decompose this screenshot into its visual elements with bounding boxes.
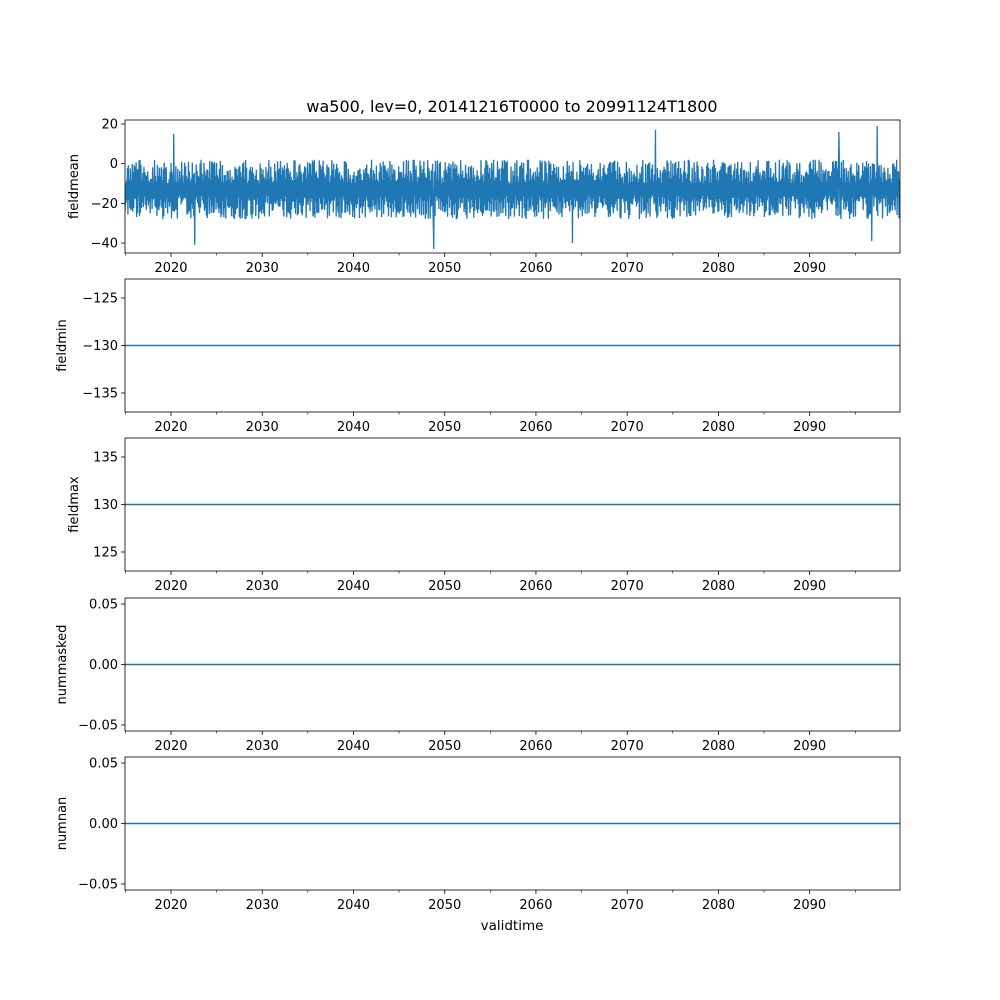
y-tick-label: 125	[93, 546, 118, 561]
y-tick-label: −40	[91, 237, 118, 252]
y-tick-label: −20	[91, 197, 118, 212]
x-tick-label: 2060	[519, 261, 552, 276]
x-tick-label: 2070	[611, 739, 644, 754]
x-tick-label: 2090	[793, 261, 826, 276]
y-tick-label: 0.00	[89, 658, 118, 673]
x-tick-label: 2030	[246, 739, 279, 754]
y-tick-label: 135	[93, 451, 118, 466]
x-tick-label: 2080	[702, 579, 735, 594]
x-tick-label: 2090	[793, 579, 826, 594]
x-tick-label: 2080	[702, 261, 735, 276]
y-tick-label: 0.05	[89, 598, 118, 613]
subplot-nummasked: 2020 2030 2040 2050 2060 2070 2080 2090 0.05 0.00…	[55, 598, 901, 754]
x-tick-label: 2040	[337, 261, 370, 276]
x-tick-label: 2030	[246, 261, 279, 276]
x-tick-label: 2020	[154, 420, 187, 435]
x-tick-label: 2050	[428, 579, 461, 594]
y-axis-label: numnan	[55, 797, 70, 851]
y-axis-label: nummasked	[55, 625, 70, 705]
x-tick-label: 2070	[611, 898, 644, 913]
x-tick-label: 2040	[337, 579, 370, 594]
y-tick-label: 130	[93, 498, 118, 513]
subplots: 2020 2030 2040 2050 2060 2070 2080 2090 20 0 −20 −4…	[55, 117, 901, 913]
x-tick-label: 2060	[519, 739, 552, 754]
x-tick-label: 2090	[793, 420, 826, 435]
axes-frame	[124, 119, 901, 254]
x-tick-label: 2030	[246, 420, 279, 435]
y-axis-label: fieldmin	[55, 319, 70, 372]
x-tick-label: 2090	[793, 898, 826, 913]
x-tick-label: 2070	[611, 579, 644, 594]
x-tick-label: 2040	[337, 420, 370, 435]
x-tick-label: 2080	[702, 739, 735, 754]
x-tick-label: 2060	[519, 579, 552, 594]
x-tick-label: 2020	[154, 898, 187, 913]
subplot-fieldmean: 2020 2030 2040 2050 2060 2070 2080 2090 20 0 −20 −4…	[67, 117, 901, 276]
subplot-fieldmin: 2020 2030 2040 2050 2060 2070 2080 2090 −125 −130…	[55, 278, 901, 435]
x-tick-label: 2040	[337, 739, 370, 754]
x-tick-label: 2090	[793, 739, 826, 754]
y-tick-label: −135	[82, 387, 118, 402]
y-tick-label: 0.05	[89, 757, 118, 772]
x-tick-label: 2020	[154, 579, 187, 594]
y-axis-label: fieldmean	[67, 154, 82, 219]
y-tick-label: −125	[82, 292, 118, 307]
y-tick-label: 20	[101, 117, 118, 132]
x-tick-label: 2070	[611, 261, 644, 276]
x-tick-label: 2030	[246, 579, 279, 594]
x-axis-label: validtime	[481, 918, 544, 934]
x-tick-label: 2060	[519, 420, 552, 435]
y-tick-label: 0	[110, 157, 118, 172]
x-tick-label: 2040	[337, 898, 370, 913]
subplot-numnan: 2020 2030 2040 2050 2060 2070 2080 2090 0.05 0.00…	[55, 757, 901, 913]
x-tick-label: 2020	[154, 261, 187, 276]
subplot-fieldmax: 2020 2030 2040 2050 2060 2070 2080 2090 135 130 12…	[67, 437, 901, 594]
x-tick-label: 2050	[428, 261, 461, 276]
x-tick-label: 2020	[154, 739, 187, 754]
series-line-fieldmean	[125, 125, 900, 250]
y-tick-label: −0.05	[78, 718, 118, 733]
x-tick-label: 2050	[428, 898, 461, 913]
x-tick-label: 2070	[611, 420, 644, 435]
x-tick-label: 2050	[428, 739, 461, 754]
y-tick-label: 0.00	[89, 817, 118, 832]
y-tick-label: −0.05	[78, 877, 118, 892]
y-tick-label: −130	[82, 339, 118, 354]
x-tick-label: 2060	[519, 898, 552, 913]
x-tick-label: 2030	[246, 898, 279, 913]
y-axis-label: fieldmax	[67, 476, 82, 533]
x-tick-label: 2080	[702, 420, 735, 435]
figure-title: wa500, lev=0, 20141216T0000 to 20991124T…	[306, 97, 717, 116]
x-tick-label: 2050	[428, 420, 461, 435]
x-tick-label: 2080	[702, 898, 735, 913]
